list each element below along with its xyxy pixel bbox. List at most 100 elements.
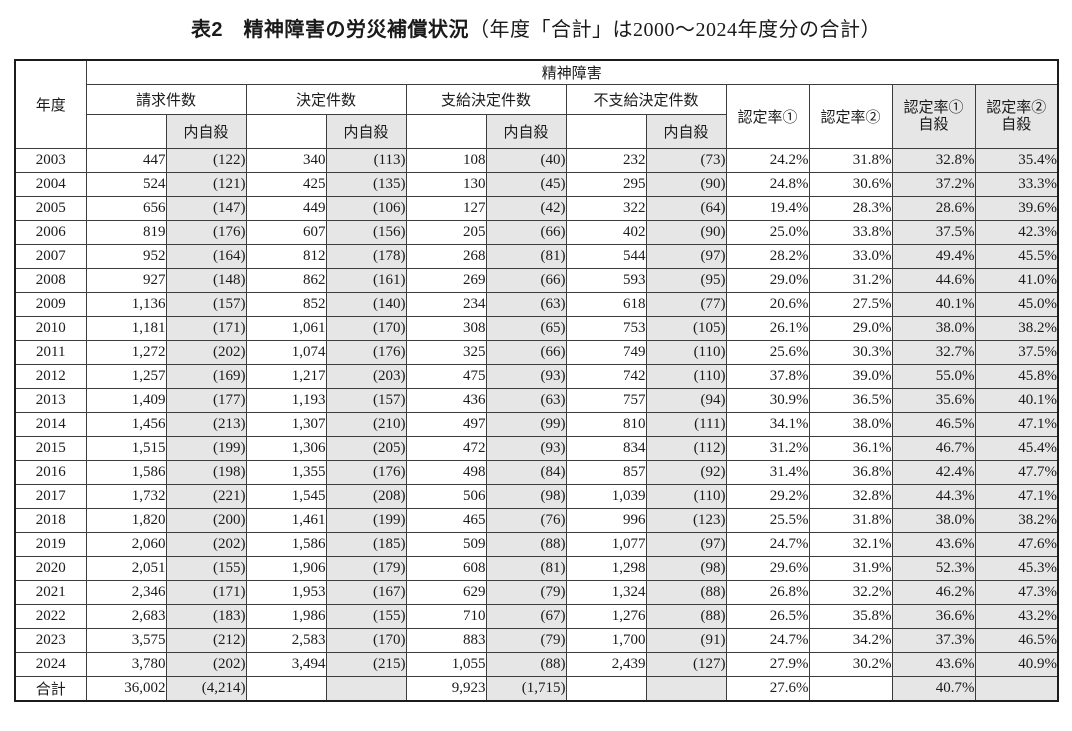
data-cell: 36,002 xyxy=(85,676,167,702)
table-row: 2006 819 (176) 607 (156) 205 (66) 402 (90) 25.0% 3… xyxy=(14,220,1059,245)
data-cell: 25.0% xyxy=(725,220,810,245)
header-decisions-suicide: 内自殺 xyxy=(325,114,407,149)
data-cell: 38.2% xyxy=(974,316,1059,341)
data-cell: 40.9% xyxy=(974,652,1059,677)
data-cell: 37.8% xyxy=(725,364,810,389)
data-cell: 35.8% xyxy=(808,604,893,629)
data-cell: 38.0% xyxy=(891,508,976,533)
data-cell: 35.4% xyxy=(974,148,1059,173)
data-cell: 2,060 xyxy=(85,532,167,557)
table-row: 2007 952 (164) 812 (178) 268 (81) 544 (97) 28.2% 3… xyxy=(14,244,1059,269)
data-cell: 19.4% xyxy=(725,196,810,221)
data-cell: 753 xyxy=(565,316,647,341)
data-cell: 834 xyxy=(565,436,647,461)
data-cell: 1,906 xyxy=(245,556,327,581)
data-cell: 544 xyxy=(565,244,647,269)
data-cell: 593 xyxy=(565,268,647,293)
data-cell: (198) xyxy=(165,460,247,485)
data-cell: 1,077 xyxy=(565,532,647,557)
year-cell: 2013 xyxy=(14,388,87,413)
data-cell: 45.4% xyxy=(974,436,1059,461)
table-row: 2003 447 (122) 340 (113) 108 (40) 232 (73) 24.2% 3… xyxy=(14,148,1059,173)
data-cell: 1,306 xyxy=(245,436,327,461)
data-cell: 524 xyxy=(85,172,167,197)
data-cell: 608 xyxy=(405,556,487,581)
data-cell: (90) xyxy=(645,172,727,197)
data-cell: 857 xyxy=(565,460,647,485)
data-cell: 1,181 xyxy=(85,316,167,341)
data-cell: 31.8% xyxy=(808,508,893,533)
data-cell: 1,055 xyxy=(405,652,487,677)
data-cell: 32.8% xyxy=(808,484,893,509)
header-group-mental-disorder: 精神障害 xyxy=(85,59,1059,85)
data-cell: 34.1% xyxy=(725,412,810,437)
table-title-note: （年度「合計」は2000～2024年度分の合計） xyxy=(469,19,882,41)
table-row: 2009 1,136 (157) 852 (140) 234 (63) 618 (77) 20.6… xyxy=(14,292,1059,317)
data-cell: 31.9% xyxy=(808,556,893,581)
data-cell: (202) xyxy=(165,532,247,557)
data-cell: (185) xyxy=(325,532,407,557)
header-rate1-suicide-line1: 認定率① xyxy=(903,99,964,116)
table-title: 表2 精神障害の労災補償状況（年度「合計」は2000～2024年度分の合計） xyxy=(0,13,1072,42)
data-cell: (176) xyxy=(325,460,407,485)
data-cell: 234 xyxy=(405,292,487,317)
data-cell: 425 xyxy=(245,172,327,197)
data-cell: 757 xyxy=(565,388,647,413)
data-cell: 27.5% xyxy=(808,292,893,317)
data-cell: 1,136 xyxy=(85,292,167,317)
data-cell: 29.6% xyxy=(725,556,810,581)
data-cell: 44.6% xyxy=(891,268,976,293)
data-cell: 52.3% xyxy=(891,556,976,581)
data-cell: (147) xyxy=(165,196,247,221)
data-cell: 29.0% xyxy=(808,316,893,341)
data-cell: 1,307 xyxy=(245,412,327,437)
data-cell: (76) xyxy=(485,508,567,533)
table-row: 2011 1,272 (202) 1,074 (176) 325 (66) 749 (110) 2… xyxy=(14,340,1059,365)
data-cell: (66) xyxy=(485,340,567,365)
data-cell: (176) xyxy=(165,220,247,245)
data-cell: 27.9% xyxy=(725,652,810,677)
data-cell: 2,583 xyxy=(245,628,327,653)
data-cell: (155) xyxy=(325,604,407,629)
data-cell: (110) xyxy=(645,484,727,509)
data-cell: (81) xyxy=(485,556,567,581)
data-cell: 45.3% xyxy=(974,556,1059,581)
data-cell: 2,346 xyxy=(85,580,167,605)
data-cell: (183) xyxy=(165,604,247,629)
data-cell: (208) xyxy=(325,484,407,509)
data-cell: 3,780 xyxy=(85,652,167,677)
data-cell: 952 xyxy=(85,244,167,269)
header-claims-suicide: 内自殺 xyxy=(165,114,247,149)
header-decisions: 決定件数 xyxy=(245,84,407,115)
data-cell: (176) xyxy=(325,340,407,365)
data-cell: 1,732 xyxy=(85,484,167,509)
table-row: 2008 927 (148) 862 (161) 269 (66) 593 (95) 29.0% 3… xyxy=(14,268,1059,293)
data-cell: 325 xyxy=(405,340,487,365)
header-row-group: 年度 精神障害 xyxy=(14,59,1059,149)
data-cell: 819 xyxy=(85,220,167,245)
data-cell: 269 xyxy=(405,268,487,293)
data-cell: 749 xyxy=(565,340,647,365)
data-cell: (210) xyxy=(325,412,407,437)
data-cell: 25.6% xyxy=(725,340,810,365)
data-cell: (127) xyxy=(645,652,727,677)
data-cell: 46.7% xyxy=(891,436,976,461)
data-cell: (113) xyxy=(325,148,407,173)
data-cell: 742 xyxy=(565,364,647,389)
table-row: 2014 1,456 (213) 1,307 (210) 497 (99) 810 (111) 3… xyxy=(14,412,1059,437)
table-row: 2005 656 (147) 449 (106) 127 (42) 322 (64) 19.4% 2… xyxy=(14,196,1059,221)
data-cell: 26.1% xyxy=(725,316,810,341)
data-cell: 25.5% xyxy=(725,508,810,533)
table-row: 2023 3,575 (212) 2,583 (170) 883 (79) 1,700 (91)… xyxy=(14,628,1059,653)
table-row: 合計 36,002 (4,214) 9,923 (1,715) 27.6% 40.7% xyxy=(14,676,1059,702)
data-cell: (99) xyxy=(485,412,567,437)
data-cell: 1,074 xyxy=(245,340,327,365)
data-cell: (157) xyxy=(165,292,247,317)
data-cell: (199) xyxy=(325,508,407,533)
year-cell: 2004 xyxy=(14,172,87,197)
year-cell: 2008 xyxy=(14,268,87,293)
data-cell: (112) xyxy=(645,436,727,461)
data-cell: 32.1% xyxy=(808,532,893,557)
compensation-table: 年度 精神障害 請求件数 決定件数 支給決定件数 不支給決定件数 認定率① 認定… xyxy=(14,59,1060,702)
data-cell: 1,515 xyxy=(85,436,167,461)
